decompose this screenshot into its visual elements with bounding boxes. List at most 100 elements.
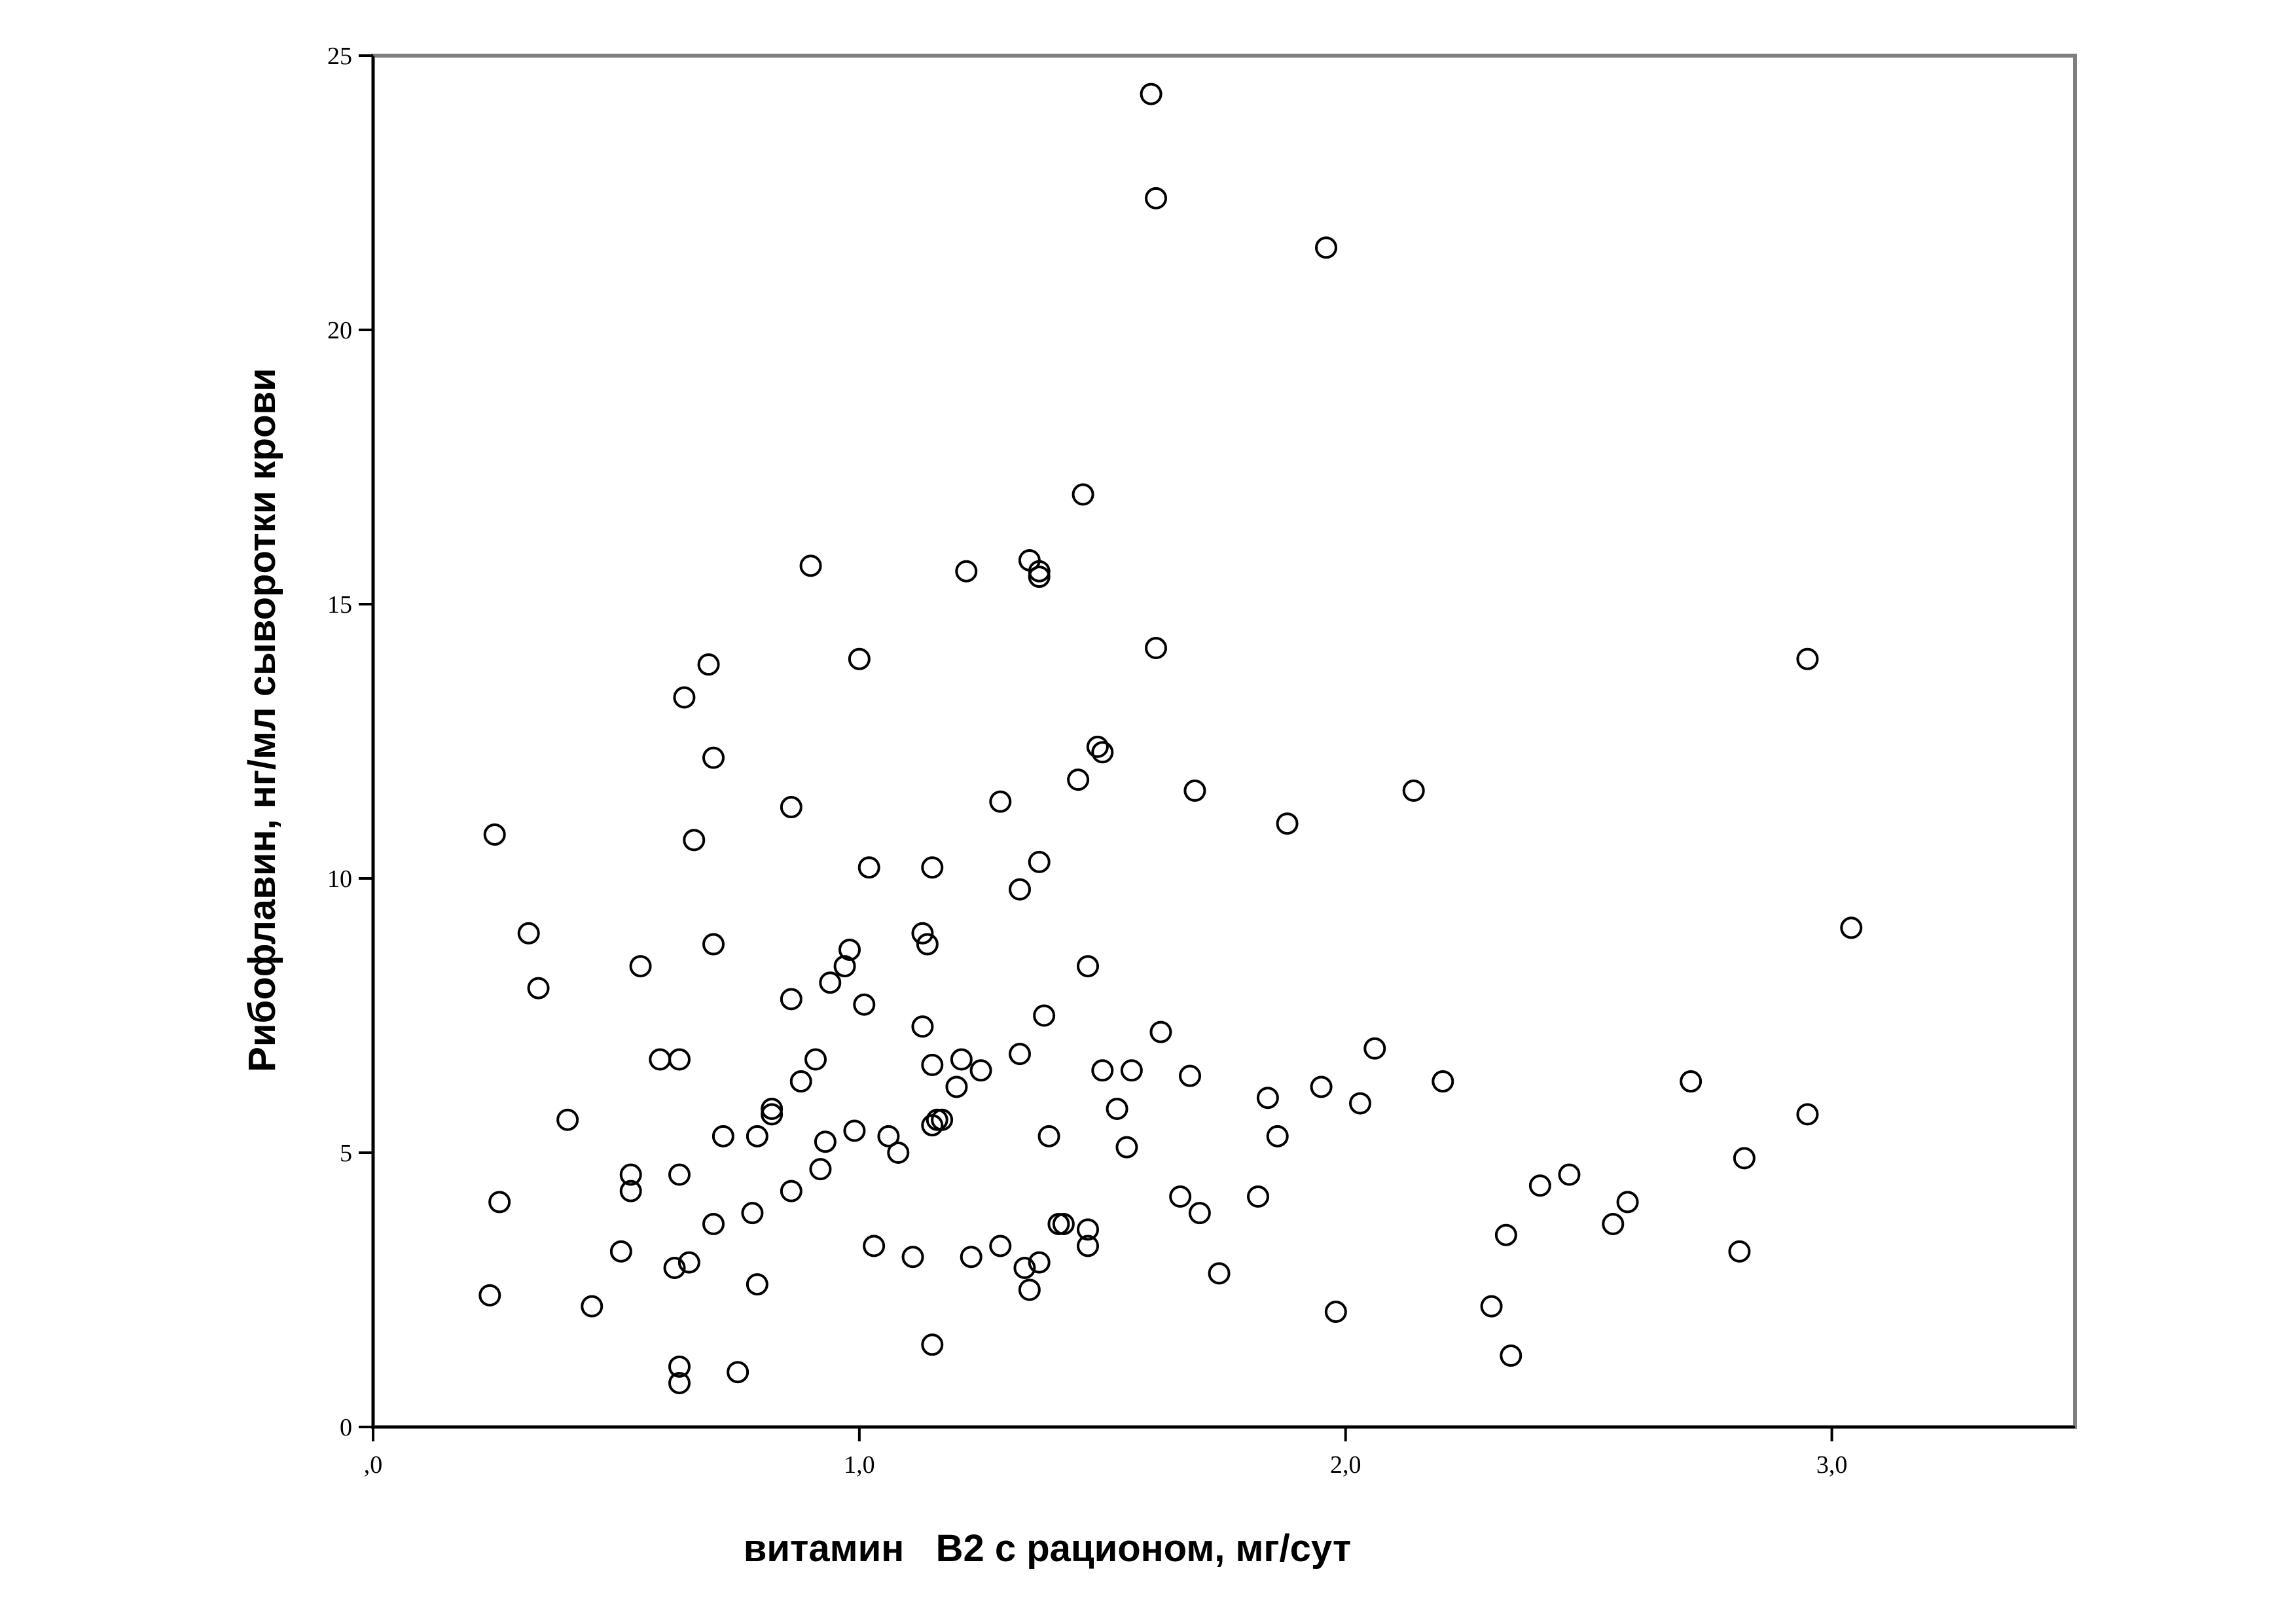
data-point xyxy=(1494,1223,1517,1246)
data-point xyxy=(1796,647,1819,670)
data-point xyxy=(989,790,1012,813)
y-tick-label: 0 xyxy=(340,1414,352,1441)
data-point xyxy=(668,1048,691,1071)
data-point xyxy=(1315,236,1337,259)
data-point xyxy=(677,1251,700,1274)
data-point xyxy=(1037,1125,1060,1147)
data-point xyxy=(727,1361,749,1384)
data-point xyxy=(741,1202,764,1225)
data-point xyxy=(1091,1059,1114,1082)
data-point xyxy=(877,1125,900,1147)
data-point xyxy=(702,746,725,769)
data-point xyxy=(746,1125,768,1147)
data-point xyxy=(1247,1185,1269,1208)
data-point xyxy=(1013,1256,1036,1279)
data-point xyxy=(668,1371,691,1394)
data-point xyxy=(1402,779,1425,802)
y-tick-label: 5 xyxy=(340,1140,352,1167)
data-point xyxy=(1602,1212,1625,1235)
y-ticks: 0 5 10 15 20 25 xyxy=(327,43,373,1441)
data-point xyxy=(1266,1125,1289,1147)
data-point xyxy=(1363,1037,1386,1060)
data-point xyxy=(1009,878,1031,901)
data-point xyxy=(517,922,540,945)
data-point xyxy=(780,796,802,819)
data-point xyxy=(1077,1235,1099,1257)
data-point xyxy=(629,955,652,978)
data-point xyxy=(702,1212,725,1235)
y-axis-title: Рибофлавин, нг/мл сыворотки крови xyxy=(241,368,283,1072)
data-point xyxy=(1028,560,1051,583)
data-point xyxy=(921,1333,944,1356)
data-point xyxy=(1120,1059,1143,1082)
data-point xyxy=(1183,779,1206,802)
y-tick-label: 25 xyxy=(327,43,352,70)
data-point xyxy=(478,1284,501,1307)
data-point xyxy=(901,1246,924,1269)
y-tick-label: 15 xyxy=(327,591,352,619)
data-point xyxy=(780,1180,802,1202)
data-point xyxy=(921,856,944,879)
data-point xyxy=(945,1075,968,1098)
data-point xyxy=(1145,187,1167,209)
data-point xyxy=(1310,1075,1333,1098)
data-point xyxy=(712,1125,734,1147)
data-point xyxy=(1276,812,1299,835)
data-point xyxy=(761,1103,784,1126)
data-point xyxy=(887,1142,910,1164)
data-point xyxy=(838,938,861,961)
data-point xyxy=(619,1180,642,1202)
data-point xyxy=(1115,1136,1138,1159)
data-point xyxy=(668,1355,691,1378)
data-point xyxy=(1077,955,1099,978)
data-point xyxy=(969,1059,992,1082)
data-point xyxy=(1528,1174,1551,1197)
data-point xyxy=(1840,916,1863,939)
data-point xyxy=(649,1048,672,1071)
data-point xyxy=(1680,1070,1703,1093)
data-point xyxy=(960,1246,982,1269)
x-tick-label: 1,0 xyxy=(844,1451,875,1479)
x-tick-label: 3,0 xyxy=(1816,1451,1848,1479)
data-point xyxy=(1733,1147,1756,1170)
data-point xyxy=(1558,1163,1581,1186)
data-point xyxy=(1028,850,1051,873)
data-point xyxy=(789,1070,812,1093)
data-point xyxy=(921,1114,944,1137)
data-point xyxy=(1432,1070,1454,1093)
data-point xyxy=(1349,1092,1371,1115)
data-point xyxy=(1480,1295,1503,1318)
data-point xyxy=(1028,566,1051,588)
data-point xyxy=(1086,735,1109,758)
data-point xyxy=(746,1273,768,1296)
data-point xyxy=(1145,637,1167,660)
data-point xyxy=(702,933,725,956)
data-point xyxy=(780,988,802,1011)
data-point xyxy=(483,823,506,846)
data-point xyxy=(955,560,978,583)
data-point xyxy=(863,1235,886,1257)
data-point xyxy=(1067,768,1090,791)
data-point xyxy=(581,1295,604,1318)
data-point xyxy=(556,1108,579,1131)
data-point xyxy=(1047,1212,1070,1235)
data-point xyxy=(857,856,880,879)
x-axis-title: витамин B2 с рационом, мг/сут xyxy=(744,1527,1352,1570)
data-point xyxy=(1091,741,1114,764)
data-point xyxy=(1500,1344,1523,1367)
data-point xyxy=(1616,1191,1639,1214)
data-point xyxy=(843,1119,866,1142)
data-point xyxy=(527,977,550,1000)
data-point xyxy=(916,933,939,956)
data-point xyxy=(989,1235,1012,1257)
data-point xyxy=(1106,1097,1128,1120)
data-point xyxy=(697,653,720,676)
data-point xyxy=(1256,1087,1279,1110)
data-point xyxy=(1028,1251,1051,1274)
data-points xyxy=(478,82,1863,1394)
data-point xyxy=(926,1108,948,1131)
data-point xyxy=(488,1191,511,1214)
x-tick-label: ,0 xyxy=(364,1451,383,1479)
data-point xyxy=(761,1097,784,1120)
